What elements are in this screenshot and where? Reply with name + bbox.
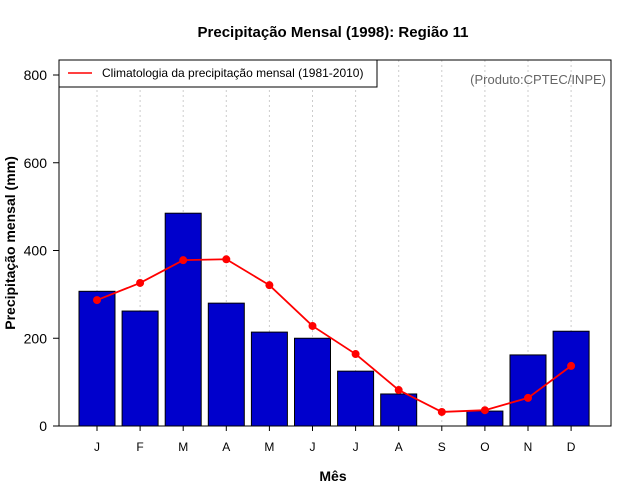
x-tick-label: N	[524, 440, 533, 454]
x-tick-label: J	[310, 440, 316, 454]
climatology-point	[567, 361, 576, 370]
climatology-point	[524, 393, 532, 402]
climatology-point	[308, 321, 317, 330]
climatology-point	[136, 278, 145, 287]
climatology-point	[437, 407, 446, 416]
bar	[207, 302, 245, 427]
x-tick-label: S	[438, 440, 446, 454]
bar	[337, 370, 375, 427]
y-tick-label: 400	[24, 243, 48, 259]
bar	[121, 310, 159, 427]
bar	[78, 290, 116, 427]
x-tick-label: O	[480, 440, 489, 454]
y-tick-label: 0	[39, 418, 47, 434]
x-tick-label: M	[264, 440, 274, 454]
legend-box	[58, 59, 378, 88]
x-tick-label: D	[567, 440, 576, 454]
climatology-point	[394, 386, 403, 395]
bar	[552, 330, 590, 427]
climatology-point	[351, 350, 360, 359]
y-axis-label: Precipitação mensal (mm)	[2, 156, 18, 330]
climatology-point	[93, 296, 101, 305]
climatology-point	[222, 255, 231, 264]
bar	[380, 393, 418, 427]
bar	[250, 331, 288, 427]
climatology-point	[179, 256, 188, 265]
bar	[164, 212, 202, 427]
source-annotation: (Produto:CPTEC/INPE)	[470, 72, 606, 87]
climatology-line	[96, 258, 572, 413]
y-tick-label: 800	[24, 67, 48, 83]
legend-label: Climatologia da precipitação mensal (198…	[102, 66, 363, 80]
x-tick-label: J	[94, 440, 100, 454]
x-axis-label: Mês	[319, 468, 346, 484]
chart-title: Precipitação Mensal (1998): Região 11	[198, 24, 469, 41]
bar	[509, 354, 547, 427]
x-tick-label: A	[395, 440, 403, 454]
legend: Climatologia da precipitação mensal (198…	[58, 59, 378, 88]
climatology-point	[480, 406, 489, 415]
y-tick-label: 200	[24, 330, 48, 346]
x-tick-label: A	[222, 440, 230, 454]
climatology-point	[265, 281, 274, 290]
x-tick-label: J	[353, 440, 359, 454]
x-tick-label: M	[178, 440, 188, 454]
y-tick-label: 600	[24, 155, 48, 171]
x-tick-label: F	[136, 440, 143, 454]
bar	[294, 337, 331, 427]
